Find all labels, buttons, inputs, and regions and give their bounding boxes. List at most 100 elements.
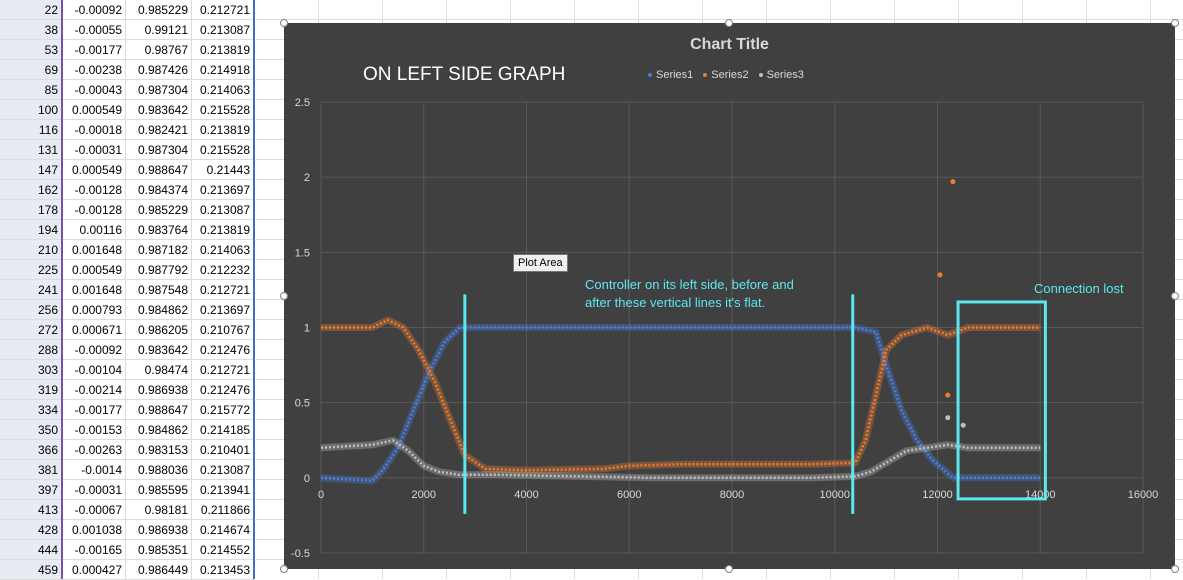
value-b-cell[interactable]: 0.983642 — [126, 100, 192, 120]
value-b-cell[interactable]: 0.987304 — [126, 80, 192, 100]
value-c-cell[interactable]: 0.212232 — [192, 260, 254, 280]
value-a-cell[interactable]: -0.00031 — [62, 140, 126, 160]
value-a-cell[interactable]: -0.00177 — [62, 40, 126, 60]
chart-handle-top-right[interactable] — [1171, 19, 1179, 27]
row-number-cell[interactable]: 210 — [0, 240, 62, 260]
row-number-cell[interactable]: 444 — [0, 540, 62, 560]
value-b-cell[interactable]: 0.984374 — [126, 180, 192, 200]
value-b-cell[interactable]: 0.987792 — [126, 260, 192, 280]
chart-plot[interactable]: -0.5 0 0.5 1 1.5 2 2.5 0 2000 4000 6000 8000 10000 12… — [284, 23, 1175, 569]
row-number-cell[interactable]: 69 — [0, 60, 62, 80]
value-b-cell[interactable]: 0.988036 — [126, 460, 192, 480]
value-b-cell[interactable]: 0.986938 — [126, 520, 192, 540]
value-a-cell[interactable]: 0.000549 — [62, 160, 126, 180]
value-b-cell[interactable]: 0.985595 — [126, 480, 192, 500]
row-number-cell[interactable]: 194 — [0, 220, 62, 240]
value-b-cell[interactable]: 0.987304 — [126, 140, 192, 160]
value-b-cell[interactable]: 0.98767 — [126, 40, 192, 60]
value-b-cell[interactable]: 0.983153 — [126, 440, 192, 460]
value-a-cell[interactable]: 0.001648 — [62, 240, 126, 260]
value-a-cell[interactable]: 0.000793 — [62, 300, 126, 320]
value-b-cell[interactable]: 0.986449 — [126, 560, 192, 580]
value-c-cell[interactable]: 0.215528 — [192, 100, 254, 120]
row-number-cell[interactable]: 381 — [0, 460, 62, 480]
value-b-cell[interactable]: 0.983764 — [126, 220, 192, 240]
value-c-cell[interactable]: 0.214674 — [192, 520, 254, 540]
value-b-cell[interactable]: 0.984862 — [126, 300, 192, 320]
value-a-cell[interactable]: -0.00238 — [62, 60, 126, 80]
value-a-cell[interactable]: -0.00153 — [62, 420, 126, 440]
value-c-cell[interactable]: 0.214063 — [192, 80, 254, 100]
row-number-cell[interactable]: 366 — [0, 440, 62, 460]
row-number-cell[interactable]: 147 — [0, 160, 62, 180]
value-b-cell[interactable]: 0.985229 — [126, 200, 192, 220]
row-number-cell[interactable]: 288 — [0, 340, 62, 360]
value-b-cell[interactable]: 0.98474 — [126, 360, 192, 380]
value-c-cell[interactable]: 0.214918 — [192, 60, 254, 80]
value-c-cell[interactable]: 0.213697 — [192, 300, 254, 320]
value-b-cell[interactable]: 0.988647 — [126, 400, 192, 420]
value-c-cell[interactable]: 0.212476 — [192, 380, 254, 400]
value-c-cell[interactable]: 0.214063 — [192, 240, 254, 260]
value-a-cell[interactable]: -0.00092 — [62, 340, 126, 360]
row-number-cell[interactable]: 350 — [0, 420, 62, 440]
value-a-cell[interactable]: -0.00263 — [62, 440, 126, 460]
chart-handle-bottom-left[interactable] — [280, 565, 288, 573]
value-c-cell[interactable]: 0.213087 — [192, 460, 254, 480]
value-b-cell[interactable]: 0.99121 — [126, 20, 192, 40]
chart-handle-bottom-center[interactable] — [725, 565, 733, 573]
chart-handle-mid-left[interactable] — [280, 292, 288, 300]
row-number-cell[interactable]: 38 — [0, 20, 62, 40]
row-number-cell[interactable]: 241 — [0, 280, 62, 300]
value-a-cell[interactable]: -0.00128 — [62, 180, 126, 200]
value-a-cell[interactable]: 0.001648 — [62, 280, 126, 300]
value-a-cell[interactable]: 0.000427 — [62, 560, 126, 580]
value-c-cell[interactable]: 0.213819 — [192, 220, 254, 240]
value-a-cell[interactable]: -0.00104 — [62, 360, 126, 380]
row-number-cell[interactable]: 178 — [0, 200, 62, 220]
value-c-cell[interactable]: 0.214185 — [192, 420, 254, 440]
row-number-cell[interactable]: 428 — [0, 520, 62, 540]
value-a-cell[interactable]: 0.000671 — [62, 320, 126, 340]
value-c-cell[interactable]: 0.213453 — [192, 560, 254, 580]
row-number-cell[interactable]: 225 — [0, 260, 62, 280]
value-c-cell[interactable]: 0.213697 — [192, 180, 254, 200]
value-a-cell[interactable]: -0.00043 — [62, 80, 126, 100]
row-number-cell[interactable]: 85 — [0, 80, 62, 100]
value-c-cell[interactable]: 0.21443 — [192, 160, 254, 180]
row-number-cell[interactable]: 116 — [0, 120, 62, 140]
chart-legend[interactable]: Series1 Series2 Series3 — [648, 69, 804, 81]
value-c-cell[interactable]: 0.213941 — [192, 480, 254, 500]
value-c-cell[interactable]: 0.213087 — [192, 20, 254, 40]
value-c-cell[interactable]: 0.210767 — [192, 320, 254, 340]
value-b-cell[interactable]: 0.982421 — [126, 120, 192, 140]
value-a-cell[interactable]: 0.00116 — [62, 220, 126, 240]
value-a-cell[interactable]: -0.00067 — [62, 500, 126, 520]
chart-handle-top-center[interactable] — [725, 19, 733, 27]
value-b-cell[interactable]: 0.983642 — [126, 340, 192, 360]
chart-handle-mid-right[interactable] — [1171, 292, 1179, 300]
value-c-cell[interactable]: 0.212721 — [192, 280, 254, 300]
value-a-cell[interactable]: -0.00128 — [62, 200, 126, 220]
row-number-cell[interactable]: 397 — [0, 480, 62, 500]
value-a-cell[interactable]: -0.00018 — [62, 120, 126, 140]
value-b-cell[interactable]: 0.987426 — [126, 60, 192, 80]
row-number-cell[interactable]: 131 — [0, 140, 62, 160]
row-number-cell[interactable]: 413 — [0, 500, 62, 520]
row-number-cell[interactable]: 256 — [0, 300, 62, 320]
row-number-cell[interactable]: 459 — [0, 560, 62, 580]
value-b-cell[interactable]: 0.98181 — [126, 500, 192, 520]
value-c-cell[interactable]: 0.212721 — [192, 360, 254, 380]
value-b-cell[interactable]: 0.985229 — [126, 0, 192, 20]
value-c-cell[interactable]: 0.215772 — [192, 400, 254, 420]
value-c-cell[interactable]: 0.213819 — [192, 40, 254, 60]
value-c-cell[interactable]: 0.213087 — [192, 200, 254, 220]
value-a-cell[interactable]: -0.00165 — [62, 540, 126, 560]
chart-area[interactable]: -0.5 0 0.5 1 1.5 2 2.5 0 2000 4000 6000 8000 10000 12… — [284, 23, 1175, 569]
value-a-cell[interactable]: -0.00031 — [62, 480, 126, 500]
value-b-cell[interactable]: 0.986938 — [126, 380, 192, 400]
chart-title[interactable]: Chart Title — [690, 36, 769, 53]
row-number-cell[interactable]: 22 — [0, 0, 62, 20]
row-number-cell[interactable]: 334 — [0, 400, 62, 420]
value-b-cell[interactable]: 0.987548 — [126, 280, 192, 300]
